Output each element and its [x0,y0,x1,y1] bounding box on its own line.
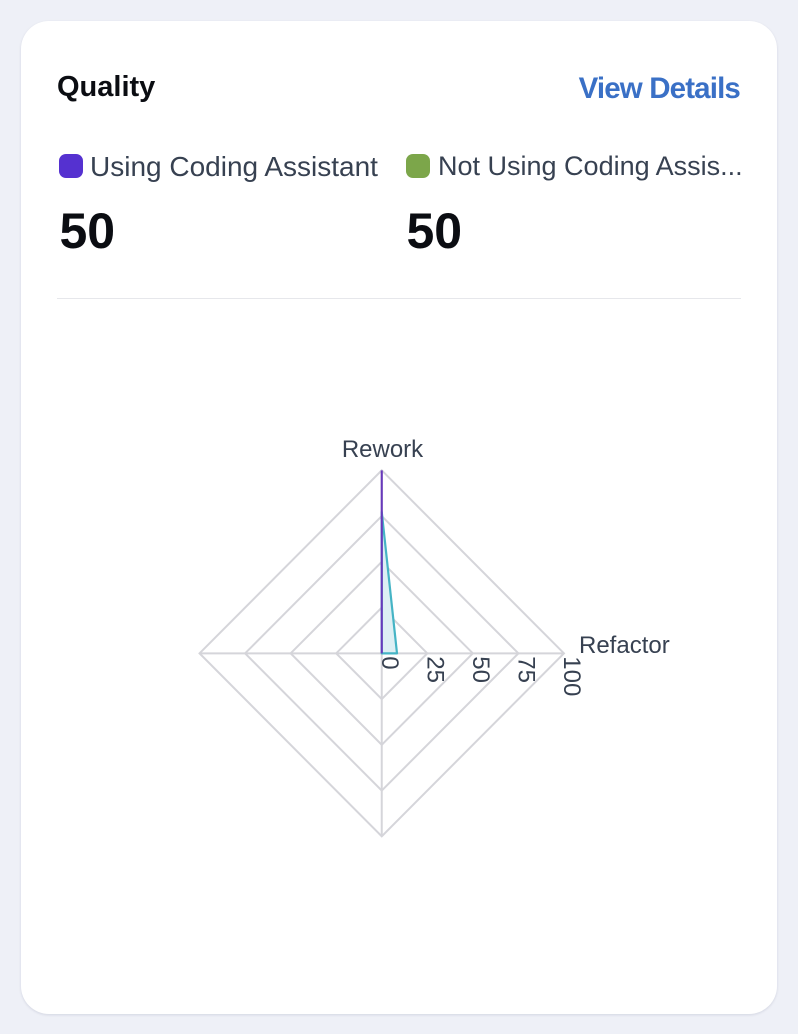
svg-text:75: 75 [512,656,539,683]
svg-text:Refactor: Refactor [579,632,670,659]
svg-text:100: 100 [558,656,585,696]
svg-text:Rework: Rework [342,436,424,463]
svg-text:25: 25 [421,656,448,683]
svg-text:0: 0 [376,656,403,669]
svg-text:50: 50 [467,656,494,683]
